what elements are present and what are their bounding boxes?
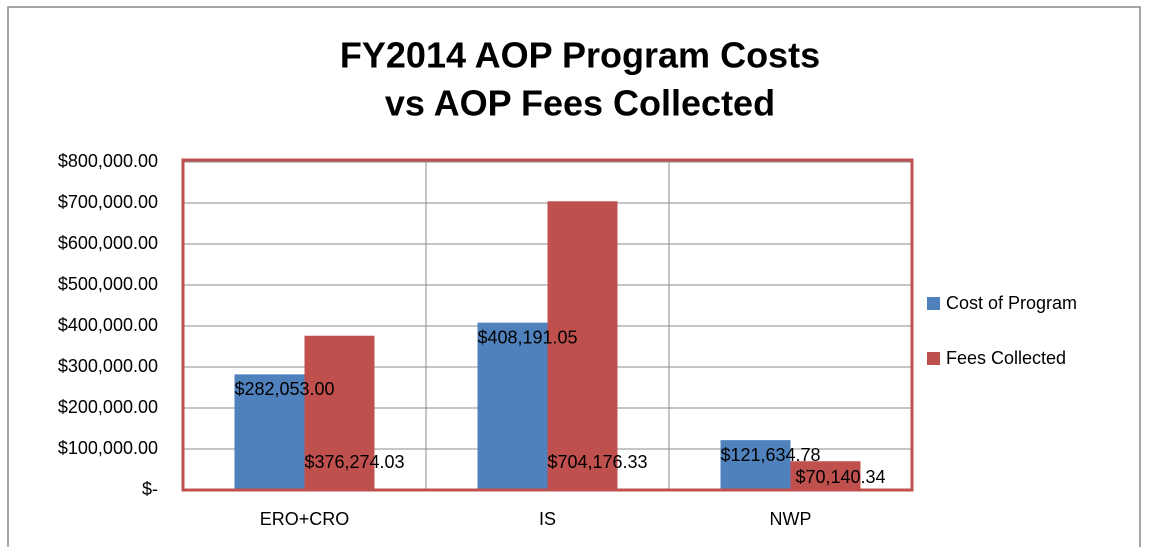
data-label: $282,053.00	[234, 379, 334, 399]
y-tick-label: $400,000.00	[58, 315, 158, 335]
x-tick-label: ERO+CRO	[260, 509, 350, 529]
y-tick-label: $200,000.00	[58, 397, 158, 417]
y-tick-label: $600,000.00	[58, 233, 158, 253]
bar	[234, 374, 305, 490]
bar	[720, 440, 791, 490]
y-tick-label: $500,000.00	[58, 274, 158, 294]
legend-swatch	[927, 352, 940, 365]
bar	[304, 335, 375, 490]
data-label: $376,274.03	[304, 452, 404, 472]
bar	[547, 201, 618, 490]
data-label: $704,176.33	[547, 452, 647, 472]
y-tick-label: $300,000.00	[58, 356, 158, 376]
legend-swatch	[927, 297, 940, 310]
y-tick-label: $700,000.00	[58, 192, 158, 212]
bar	[477, 322, 548, 490]
bar	[790, 461, 861, 490]
y-tick-label: $-	[142, 479, 158, 499]
x-tick-label: IS	[539, 509, 556, 529]
legend-label: Cost of Program	[946, 293, 1077, 313]
data-label: $70,140.34	[795, 467, 885, 487]
x-tick-label: NWP	[770, 509, 812, 529]
legend-label: Fees Collected	[946, 348, 1066, 368]
chart-title: FY2014 AOP Program Costs	[340, 35, 820, 76]
y-tick-label: $100,000.00	[58, 438, 158, 458]
data-label: $121,634.78	[720, 445, 820, 465]
data-label: $408,191.05	[477, 327, 577, 347]
chart-title: vs AOP Fees Collected	[385, 83, 775, 124]
y-tick-label: $800,000.00	[58, 151, 158, 171]
plot-border	[181, 158, 914, 492]
